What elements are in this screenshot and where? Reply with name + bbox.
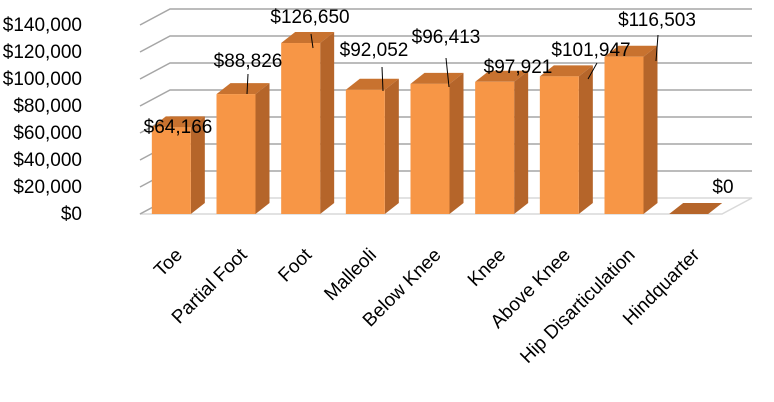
data-label: $97,921 [484,57,553,78]
y-tick-label: $140,000 [3,15,82,36]
bar-top-face [604,45,658,57]
bar-side-face [320,32,335,215]
bar-flat-face [669,203,723,214]
bar-side-face [190,116,205,214]
bar [410,72,464,214]
bar-top-face [345,78,399,90]
data-label: $126,650 [270,7,349,28]
category-label: Toe [150,245,187,282]
y-tick-label: $100,000 [3,69,82,90]
bar-top-face [475,70,529,82]
bar [475,70,529,215]
bar-front-face [281,43,321,215]
bar [669,203,723,214]
y-axis-tick-labels: $0 $20,000 $40,000 $60,000 $80,000 $100,000 $1… [3,15,82,225]
gridline [139,62,752,80]
bar [345,78,399,214]
leader-lines [246,33,659,95]
category-label: Knee [464,245,510,291]
y-tick-label: $20,000 [13,177,82,198]
data-label: $88,826 [214,51,283,72]
bar-side-face [514,70,529,215]
bar-side-face [449,72,464,214]
bar [539,65,593,214]
y-tick-label: $80,000 [13,96,82,117]
bar [281,32,335,215]
bar [151,116,205,214]
bar-front-face [604,56,644,215]
category-label: Foot [274,244,316,286]
data-label: $92,052 [340,40,409,61]
leader-line [310,33,314,49]
bar-front-face [216,94,256,214]
bar-front-face [151,127,191,214]
bar-front-face [475,81,515,215]
data-label: $0 [712,177,733,198]
category-label: Malleoli [320,245,380,305]
bar-side-face [384,78,399,214]
gridline [139,35,752,53]
leader-line [381,66,384,92]
data-label: $116,503 [618,10,696,31]
leader-line [655,34,659,62]
bar-front-face [539,76,579,214]
leader-line [246,73,249,95]
bar [604,45,658,215]
bar-top-face [151,116,205,128]
data-labels: $64,166 $88,826 $126,650 $92,052$96,413$97,… [144,7,734,198]
bar-side-face [578,65,593,214]
bar-top-face [216,83,270,95]
leader-line [587,62,598,80]
y-tick-label: $0 [61,204,82,225]
bar-side-face [643,45,658,215]
y-tick-label: $120,000 [3,42,82,63]
leader-line [445,57,450,88]
bar-top-face [281,32,335,44]
bar-front-face [410,83,450,214]
bar-front-face [345,89,385,214]
bar [216,83,270,214]
bar-side-face [255,83,270,214]
bars [151,32,723,215]
y-tick-label: $40,000 [13,150,82,171]
category-label: Hip Disarticulation [516,245,639,368]
gridline [139,8,752,26]
data-label: $96,413 [412,27,481,48]
y-tick-label: $60,000 [13,123,82,144]
data-label: $101,947 [551,40,630,61]
bar-top-face [539,65,593,77]
bar-top-face [410,72,464,84]
data-label: $64,166 [144,117,213,138]
